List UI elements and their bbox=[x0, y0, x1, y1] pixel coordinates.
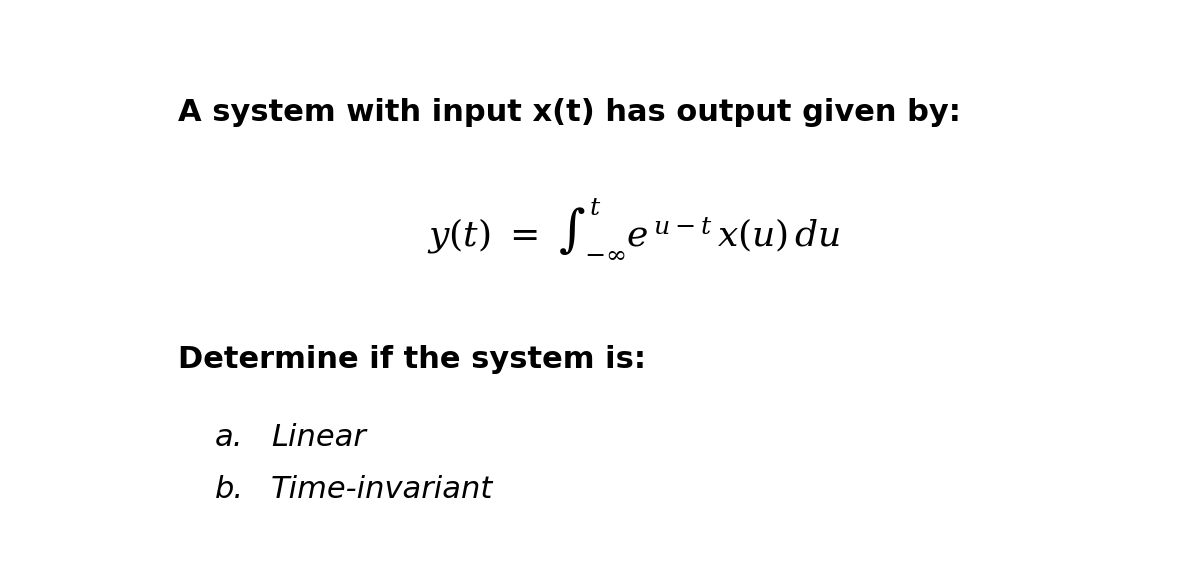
Text: a.: a. bbox=[215, 423, 244, 452]
Text: $y(t) \ = \ \int_{-\infty}^{t} e^{\,u-t}\,x(u)\,du$: $y(t) \ = \ \int_{-\infty}^{t} e^{\,u-t}… bbox=[427, 196, 840, 260]
Text: Determine if the system is:: Determine if the system is: bbox=[178, 345, 646, 374]
Text: b.: b. bbox=[215, 475, 245, 504]
Text: Linear: Linear bbox=[271, 423, 366, 452]
Text: Time-invariant: Time-invariant bbox=[271, 475, 493, 504]
Text: A system with input x(t) has output given by:: A system with input x(t) has output give… bbox=[178, 98, 961, 127]
